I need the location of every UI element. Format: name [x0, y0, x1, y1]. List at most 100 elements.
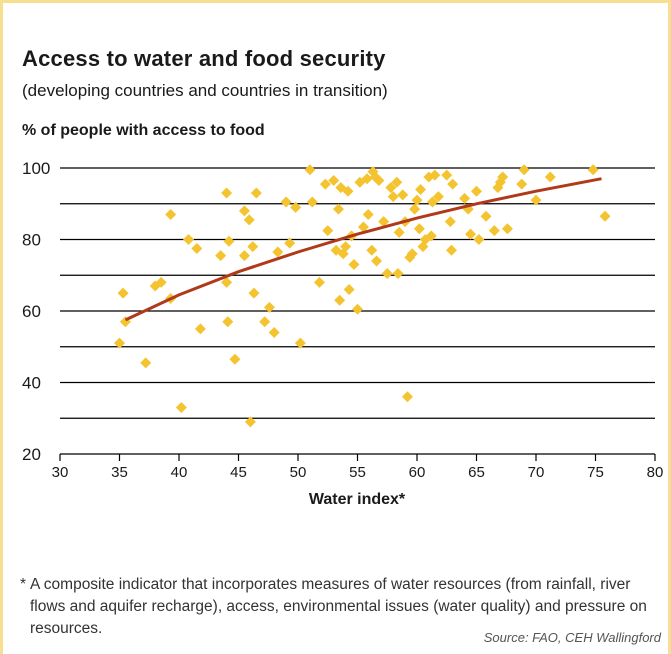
y-tick-100: 100 — [22, 159, 50, 178]
data-point — [183, 234, 195, 245]
data-point — [155, 276, 167, 288]
data-point — [373, 175, 385, 187]
y-tick-20: 20 — [22, 445, 41, 464]
x-tick-labels: 30 35 40 45 50 55 60 65 70 75 80 — [52, 454, 664, 481]
x-tick-50: 50 — [290, 464, 307, 481]
footnote-marker: * — [20, 576, 27, 593]
data-point — [334, 294, 346, 306]
x-tick-35: 35 — [111, 464, 128, 481]
data-point — [215, 250, 227, 262]
data-point — [114, 337, 125, 349]
data-point — [223, 235, 235, 247]
data-point — [238, 205, 250, 217]
data-point — [343, 284, 355, 296]
data-point — [348, 259, 360, 271]
data-point — [194, 323, 206, 335]
data-point — [247, 241, 259, 253]
data-point — [465, 228, 477, 240]
data-point — [340, 241, 352, 253]
data-point — [221, 276, 233, 288]
data-point — [413, 223, 425, 235]
x-tick-60: 60 — [409, 464, 426, 481]
data-point — [243, 214, 255, 226]
data-point — [497, 171, 509, 183]
x-tick-75: 75 — [587, 464, 604, 481]
data-point — [238, 250, 250, 262]
data-point — [229, 353, 241, 365]
data-point — [488, 225, 500, 237]
data-point — [501, 223, 513, 235]
data-point — [304, 164, 316, 176]
data-point — [429, 169, 441, 181]
data-point — [361, 173, 373, 185]
data-point — [352, 303, 363, 315]
source-credit: Source: FAO, CEH Wallingford — [483, 630, 661, 645]
data-point — [441, 169, 453, 181]
data-point — [381, 267, 393, 279]
data-point — [272, 246, 284, 258]
data-point — [165, 208, 177, 220]
data-point — [391, 176, 403, 188]
footnote-text: A composite indicator that incorporates … — [30, 576, 647, 637]
y-axis-label: % of people with access to food — [22, 122, 265, 139]
data-point — [191, 242, 203, 254]
chart-subtitle: (developing countries and countries in t… — [22, 81, 388, 100]
data-point — [244, 416, 256, 428]
data-point — [385, 182, 397, 194]
data-point — [280, 196, 292, 208]
data-point — [263, 301, 275, 313]
data-point — [332, 203, 344, 215]
data-point — [444, 216, 456, 228]
x-tick-65: 65 — [468, 464, 485, 481]
data-point — [319, 178, 331, 190]
data-point — [392, 267, 404, 279]
data-point — [426, 196, 438, 208]
x-tick-80: 80 — [647, 464, 664, 481]
data-point — [284, 237, 296, 249]
data-point — [378, 216, 390, 228]
data-point — [342, 185, 354, 197]
data-point — [140, 357, 152, 369]
data-point — [406, 248, 418, 260]
data-point — [221, 187, 233, 199]
footnote: * A composite indicator that incorporate… — [20, 574, 670, 640]
data-point — [544, 171, 556, 183]
chart-title: Access to water and food security — [22, 46, 386, 71]
data-point — [401, 391, 413, 403]
data-point — [268, 326, 280, 338]
data-point — [425, 230, 437, 242]
trend-line — [124, 177, 602, 322]
data-point — [530, 194, 542, 206]
data-point — [371, 255, 383, 267]
data-point — [415, 183, 427, 195]
data-point — [587, 164, 599, 176]
data-point — [306, 196, 318, 208]
data-point — [250, 187, 262, 199]
data-point — [599, 210, 611, 222]
data-point — [473, 234, 485, 245]
data-point — [222, 316, 234, 328]
data-point — [294, 337, 306, 349]
data-point — [259, 316, 271, 328]
data-point — [366, 244, 378, 256]
data-point — [322, 225, 334, 237]
x-axis-label: Water index* — [309, 491, 406, 508]
data-point — [480, 210, 492, 222]
data-point — [357, 221, 369, 233]
x-tick-70: 70 — [528, 464, 545, 481]
x-tick-45: 45 — [230, 464, 247, 481]
data-point — [387, 191, 399, 203]
gridlines — [60, 167, 655, 455]
y-tick-labels: 20 40 60 80 100 — [22, 159, 50, 464]
x-tick-30: 30 — [52, 464, 69, 481]
data-point — [459, 192, 471, 204]
data-point — [409, 203, 421, 215]
data-point — [447, 178, 459, 190]
y-tick-40: 40 — [22, 374, 41, 393]
data-point — [393, 226, 405, 238]
data-point — [432, 191, 444, 203]
data-point — [313, 276, 325, 288]
data-point — [290, 201, 302, 213]
data-point — [362, 208, 374, 220]
